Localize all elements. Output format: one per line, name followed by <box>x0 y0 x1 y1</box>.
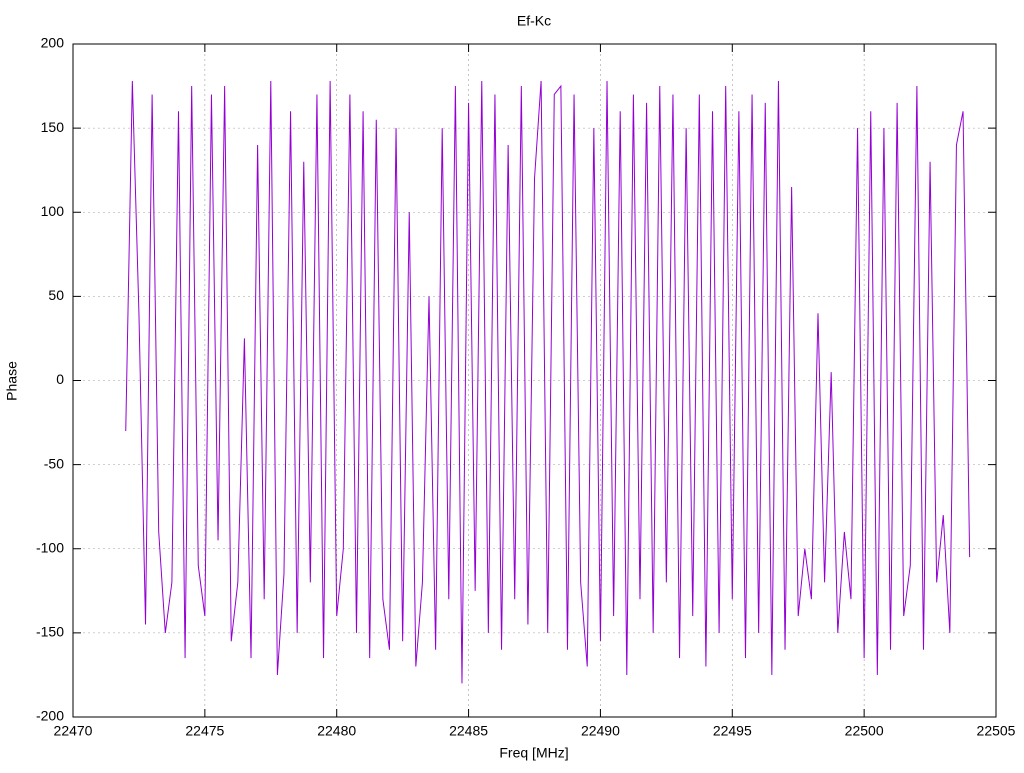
x-tick-label: 22490 <box>581 723 620 739</box>
data-line <box>125 80 971 684</box>
x-tick-label: 22470 <box>54 723 93 739</box>
x-tick-label: 22485 <box>449 723 488 739</box>
y-tick-label: -200 <box>36 708 64 724</box>
y-tick-label: -50 <box>44 455 64 471</box>
y-tick-label: 150 <box>41 119 65 135</box>
y-axis-label: Phase <box>4 361 20 401</box>
x-tick-label: 22495 <box>713 723 752 739</box>
y-tick-label: -100 <box>36 539 64 555</box>
y-tick-label: 200 <box>41 35 65 51</box>
y-tick-label: 100 <box>41 203 65 219</box>
x-tick-label: 22505 <box>977 723 1016 739</box>
y-tick-label: -150 <box>36 624 64 640</box>
x-axis-label: Freq [MHz] <box>499 745 568 761</box>
plot-frame <box>72 43 997 718</box>
x-tick-label: 22480 <box>317 723 356 739</box>
y-tick-label: 0 <box>56 371 64 387</box>
y-tick-label: 50 <box>48 287 64 303</box>
x-tick-label: 22500 <box>845 723 884 739</box>
chart-title: Ef-Kc <box>517 13 551 29</box>
x-tick-label: 22475 <box>185 723 224 739</box>
